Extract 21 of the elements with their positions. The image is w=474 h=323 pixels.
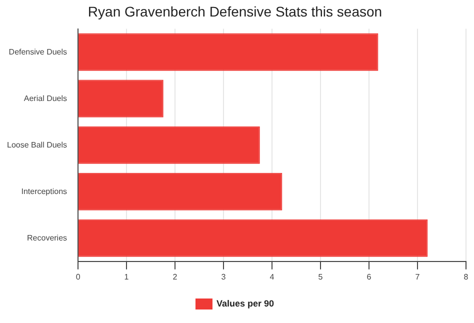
chart-title: Ryan Gravenberch Defensive Stats this season	[88, 3, 382, 20]
bar	[78, 219, 428, 257]
x-tick-label: 4	[270, 272, 275, 282]
bar	[78, 33, 378, 71]
x-tick-label: 2	[172, 272, 178, 282]
x-tick-label: 8	[464, 272, 469, 282]
bar	[78, 126, 260, 164]
x-tick-label: 3	[221, 272, 226, 282]
y-tick-label: Recoveries	[27, 233, 68, 242]
legend-label: Values per 90	[216, 298, 274, 308]
y-tick-label: Loose Ball Duels	[6, 140, 68, 150]
x-tick-label: 1	[124, 272, 130, 282]
y-tick-label: Interceptions	[21, 186, 68, 196]
x-tick-label: 7	[415, 272, 420, 282]
x-tick-label: 6	[366, 272, 372, 282]
y-tick-label: Defensive Duels	[8, 47, 68, 56]
y-tick-label: Aerial Duels	[24, 94, 68, 103]
bar	[78, 172, 282, 210]
x-tick-label: 0	[76, 272, 81, 282]
bar	[78, 80, 164, 118]
x-tick-label: 5	[318, 272, 324, 282]
